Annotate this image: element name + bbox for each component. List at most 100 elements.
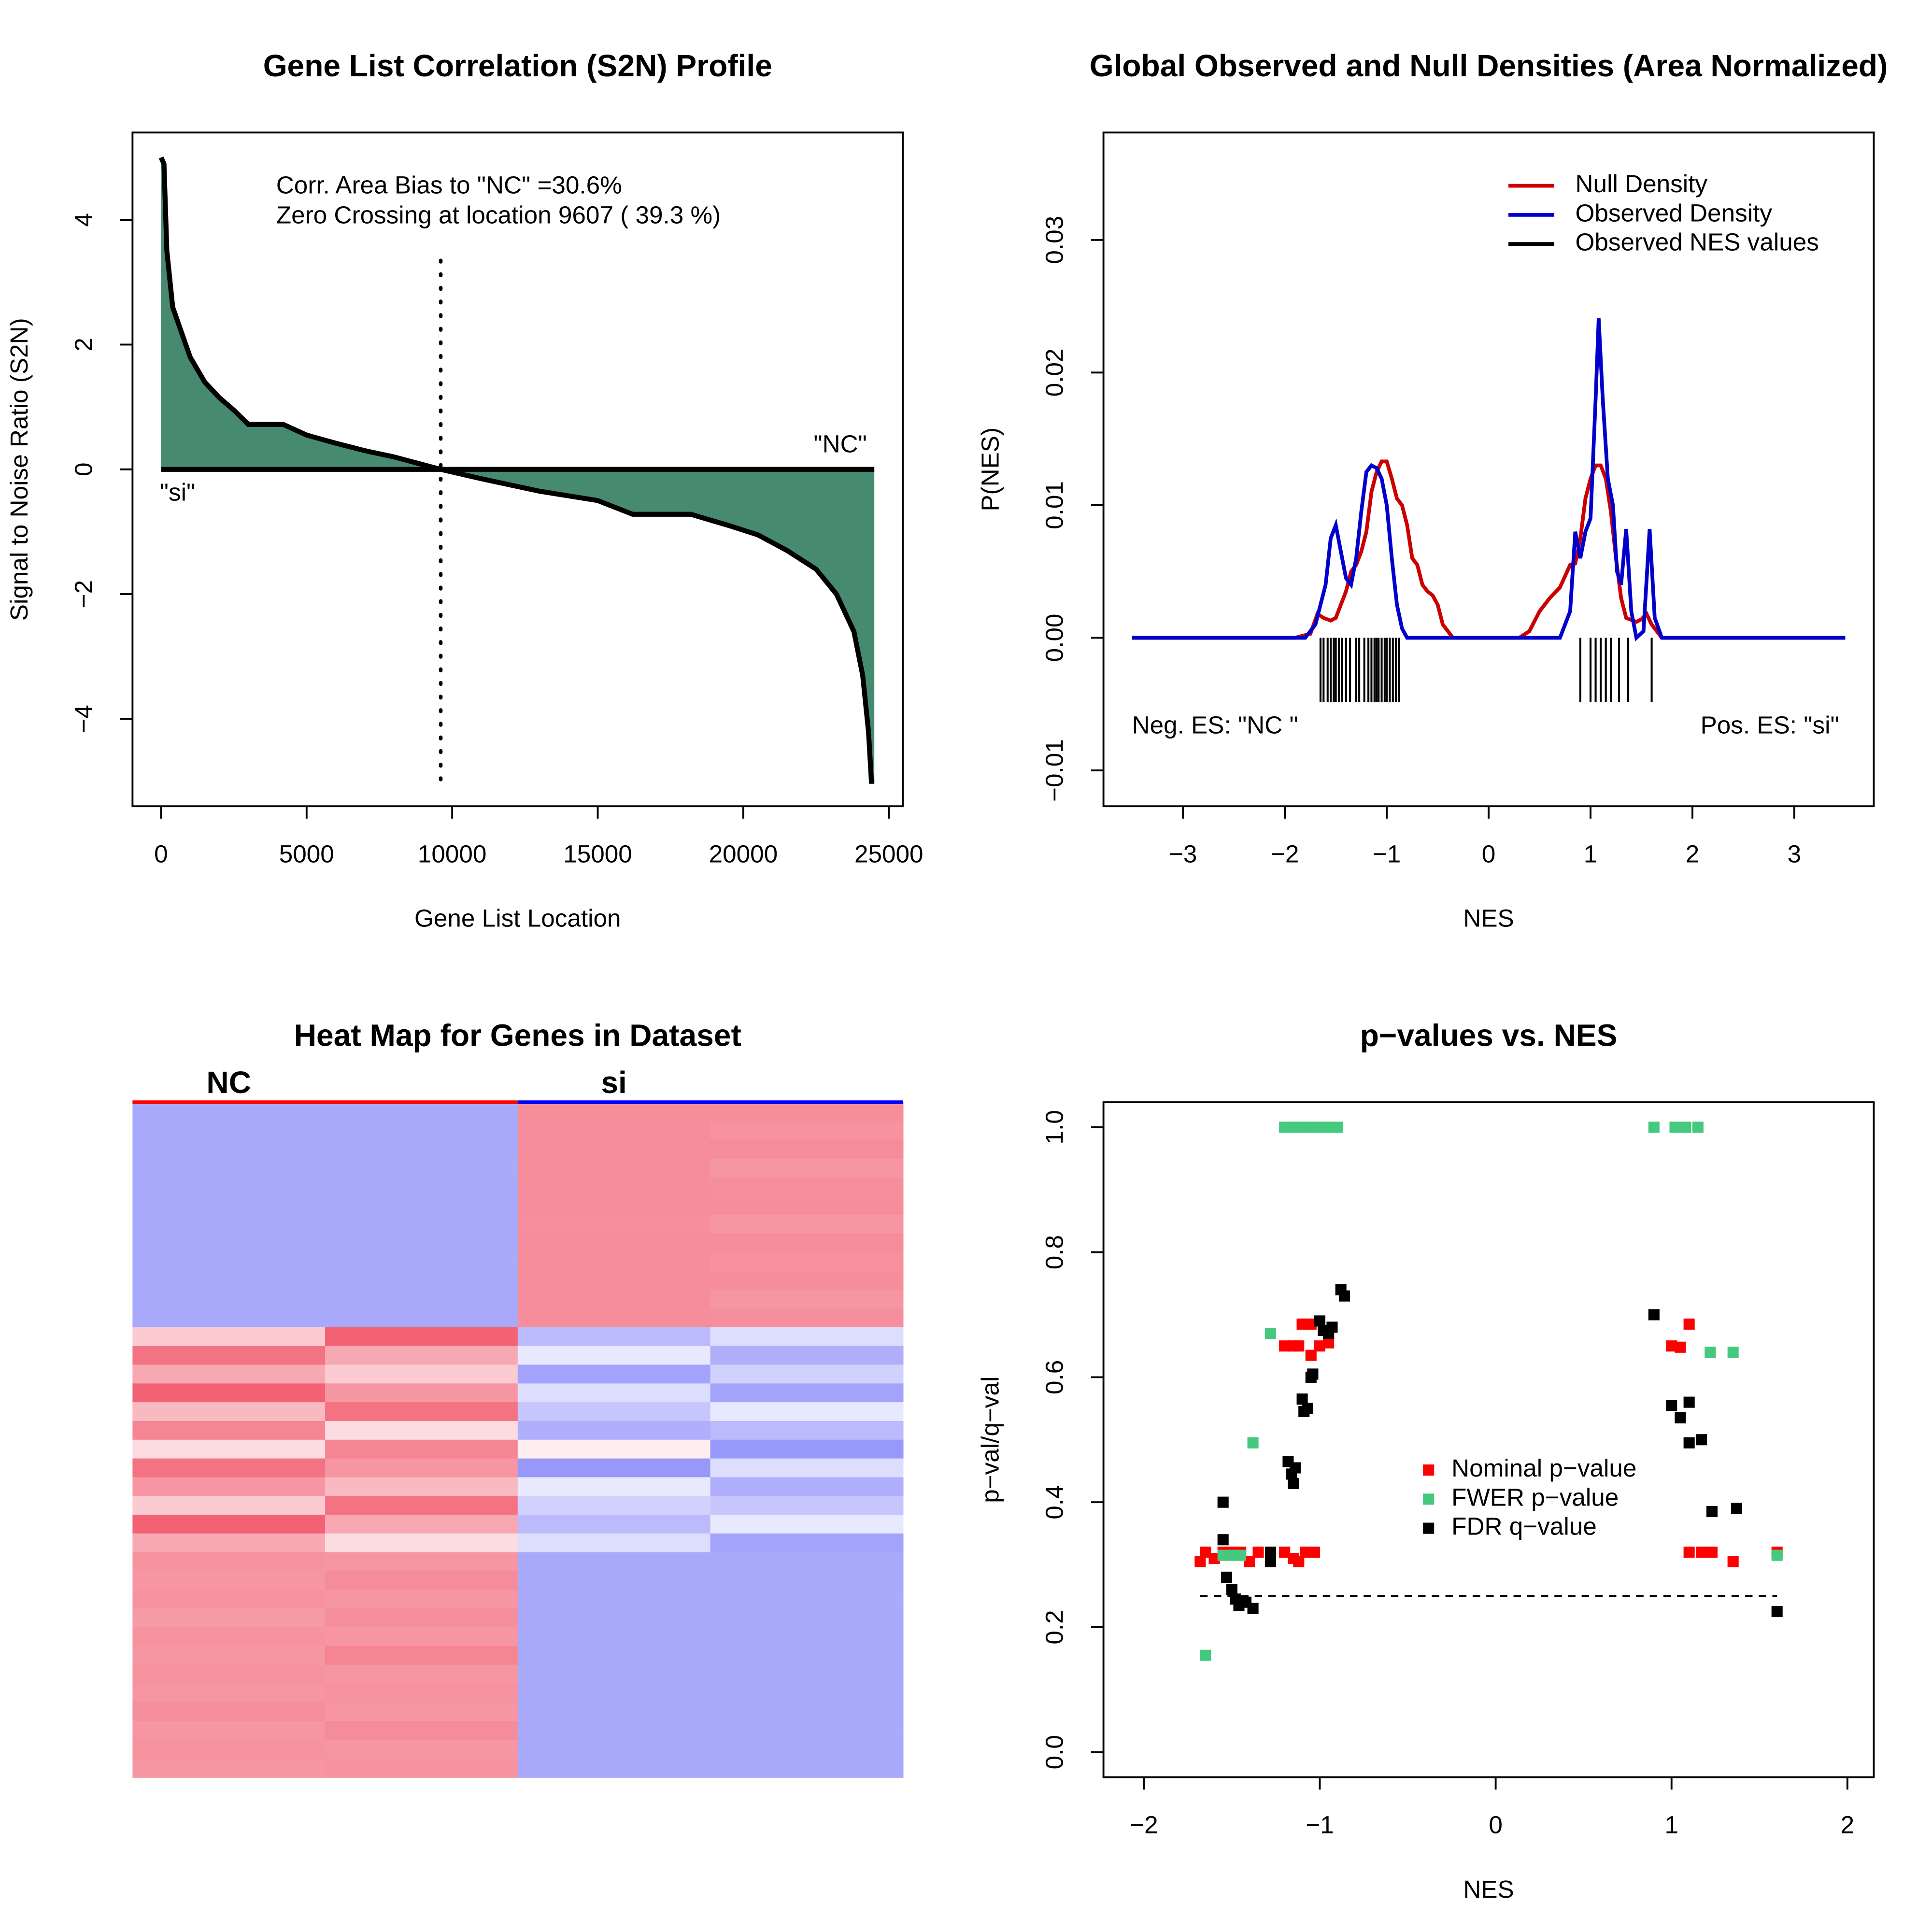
point <box>1226 1549 1237 1561</box>
point <box>1296 1122 1308 1133</box>
y-tick-label: 0.03 <box>1041 216 1068 264</box>
heat-cell <box>517 1608 711 1628</box>
point <box>1305 1350 1317 1361</box>
heat-cell <box>710 1758 904 1778</box>
heat-cell <box>325 1177 519 1197</box>
heat-cell <box>710 1139 904 1159</box>
heat-cell <box>325 1515 519 1534</box>
legend-swatch <box>1423 1522 1435 1534</box>
point <box>1288 1477 1299 1489</box>
heat-cell <box>132 1721 326 1741</box>
annotation: Zero Crossing at location 9607 ( 39.3 %) <box>276 201 721 228</box>
annotation: Corr. Area Bias to "NC" =30.6% <box>276 171 622 199</box>
point <box>1683 1547 1695 1558</box>
heat-cell <box>517 1252 711 1272</box>
heat-cell <box>325 1158 519 1178</box>
group-label: NC <box>206 1065 251 1100</box>
point <box>1208 1553 1220 1564</box>
point <box>1289 1462 1301 1474</box>
heat-cell <box>517 1214 711 1235</box>
heat-cell <box>710 1646 904 1665</box>
heat-cell <box>132 1308 326 1328</box>
heat-cell <box>132 1758 326 1778</box>
x-axis-label: NES <box>1463 1875 1514 1903</box>
heat-cell <box>517 1571 711 1591</box>
heat-cell <box>132 1233 326 1253</box>
heat-cell <box>517 1552 711 1572</box>
point <box>1683 1396 1695 1408</box>
point <box>1666 1340 1677 1352</box>
point <box>1293 1340 1305 1352</box>
annotation: Neg. ES: "NC " <box>1132 711 1298 739</box>
heat-cell <box>710 1721 904 1741</box>
heat-cell <box>325 1496 519 1516</box>
heat-cell <box>325 1721 519 1741</box>
heat-cell <box>517 1533 711 1553</box>
heat-cell <box>710 1477 904 1497</box>
x-tick-label: 3 <box>1788 840 1802 867</box>
heat-cell <box>325 1196 519 1216</box>
heat-cell <box>325 1533 519 1553</box>
y-axis-label: Signal to Noise Ratio (S2N) <box>5 318 33 621</box>
point <box>1727 1347 1739 1358</box>
y-tick-label: 0.02 <box>1041 348 1068 397</box>
x-tick-label: 2 <box>1686 840 1700 867</box>
heat-cell <box>325 1421 519 1441</box>
x-tick-label: 1 <box>1664 1811 1678 1839</box>
heat-cell <box>325 1271 519 1291</box>
heat-cell <box>710 1421 904 1441</box>
point <box>1305 1318 1317 1330</box>
point <box>1252 1547 1264 1558</box>
heat-cell <box>710 1233 904 1253</box>
density-line <box>1132 318 1846 642</box>
x-tick-label: 10000 <box>418 840 487 867</box>
heat-cell <box>517 1721 711 1741</box>
heat-cell <box>325 1439 519 1459</box>
point <box>1226 1584 1237 1595</box>
heat-cell <box>517 1683 711 1703</box>
heat-cell <box>132 1664 326 1684</box>
chart-title: p−values vs. NES <box>1360 1018 1618 1053</box>
heat-cell <box>710 1402 904 1422</box>
point <box>1264 1556 1277 1567</box>
point <box>1307 1368 1319 1380</box>
legend-label: FDR q−value <box>1451 1513 1597 1540</box>
heat-cell <box>517 1402 711 1422</box>
heat-cell <box>517 1121 711 1140</box>
y-tick-label: 0.01 <box>1041 481 1068 529</box>
y-tick-label: 0.00 <box>1041 614 1068 662</box>
heat-cell <box>132 1515 326 1534</box>
heat-cell <box>325 1233 519 1253</box>
heat-cell <box>132 1608 326 1628</box>
x-tick-label: 5000 <box>279 840 334 867</box>
legend-label: Null Density <box>1576 170 1708 198</box>
heat-cell <box>132 1139 326 1159</box>
heat-cell <box>132 1739 326 1759</box>
heat-cell <box>132 1571 326 1591</box>
x-tick-label: 2 <box>1841 1811 1855 1839</box>
heat-cell <box>132 1383 326 1403</box>
heat-cell <box>132 1683 326 1703</box>
heat-cell <box>132 1421 326 1441</box>
point <box>1323 1122 1335 1133</box>
heat-cell <box>325 1458 519 1478</box>
point <box>1296 1393 1308 1405</box>
heat-cell <box>710 1458 904 1478</box>
heat-cell <box>132 1439 326 1459</box>
heat-cell <box>132 1496 326 1516</box>
point <box>1332 1122 1343 1133</box>
point <box>1648 1309 1660 1321</box>
point <box>1696 1547 1707 1558</box>
heat-cell <box>132 1402 326 1422</box>
point <box>1309 1547 1321 1558</box>
heat-cell <box>710 1496 904 1516</box>
point <box>1675 1341 1686 1353</box>
x-tick-label: 0 <box>1482 840 1496 867</box>
heat-cell <box>325 1308 519 1328</box>
y-tick-label: 2 <box>70 338 97 352</box>
y-axis-label: p−val/q−val <box>976 1377 1004 1503</box>
legend-swatch <box>1423 1493 1435 1505</box>
heat-cell <box>517 1139 711 1159</box>
y-tick-label: 0.8 <box>1041 1235 1068 1269</box>
point <box>1217 1534 1229 1546</box>
